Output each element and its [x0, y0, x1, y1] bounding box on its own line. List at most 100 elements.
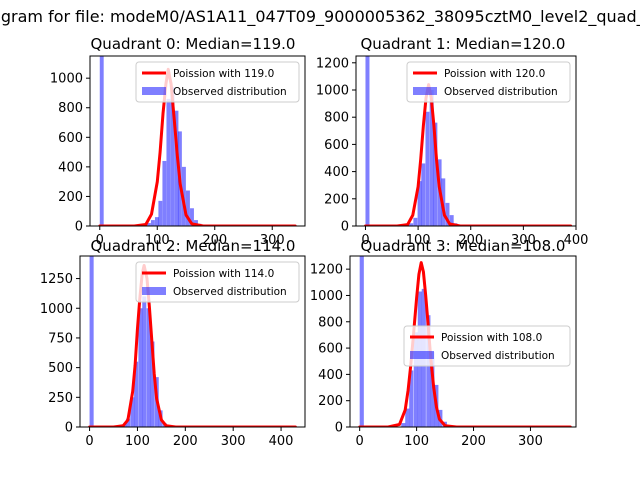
legend-bar-marker: [142, 87, 166, 95]
observed-bar: [190, 208, 194, 226]
observed-bar: [166, 98, 171, 226]
observed-bar: [405, 408, 410, 427]
observed-bar: [421, 163, 426, 226]
x-tick-label: 100: [406, 233, 431, 248]
legend-entry: Poission with 108.0: [441, 332, 542, 344]
x-tick-label: 200: [202, 233, 227, 248]
y-tick-label: 0: [65, 421, 73, 436]
y-tick-label: 1200: [310, 263, 343, 278]
observed-bar: [401, 423, 406, 427]
y-tick-label: 800: [324, 111, 349, 126]
observed-bar: [154, 217, 159, 226]
legend: Poission with 114.0 Observed distribution: [135, 261, 300, 303]
x-tick-label: 100: [125, 434, 150, 449]
legend-entry: Observed distribution: [444, 86, 558, 98]
y-tick-label: 1000: [310, 289, 343, 304]
observed-bar: [429, 90, 434, 226]
observed-bar: [194, 220, 198, 226]
y-tick-label: 1000: [50, 72, 83, 87]
observed-bar: [162, 160, 167, 226]
y-tick-label: 250: [48, 391, 73, 406]
observed-bar: [142, 296, 147, 427]
legend-bar-marker: [410, 351, 434, 359]
y-tick-label: 600: [58, 131, 83, 146]
suptitle-text: Histogram for file: modeM0/AS1A11_047T09…: [0, 7, 640, 26]
subplot-3: 0 100 200 300 0 200 400 600 800 1000 1200 Quadrant …: [310, 237, 577, 449]
observed-bar: [433, 122, 438, 226]
observed-bar: [150, 341, 155, 427]
y-tick-label: 200: [318, 394, 343, 409]
legend-frame: [403, 325, 571, 367]
figure-suptitle: Histogram for file: modeM0/AS1A11_047T09…: [0, 4, 640, 30]
observed-bar: [426, 315, 431, 427]
legend: Poission with 119.0 Observed distribution: [135, 61, 300, 103]
legend-bar-marker: [142, 287, 166, 295]
observed-bar: [449, 215, 454, 226]
legend: Poission with 120.0 Observed distribution: [406, 61, 571, 103]
observed-bar: [158, 200, 163, 226]
y-tick-label: 0: [335, 421, 343, 436]
x-tick-label: 200: [458, 233, 483, 248]
axes-frame: [79, 255, 306, 428]
x-tick-label: 200: [173, 434, 198, 449]
y-tick-label: 500: [48, 361, 73, 376]
subplot-title: Quadrant 1: Median=120.0: [361, 35, 566, 53]
observed-bar: [409, 223, 414, 226]
axes-frame: [349, 255, 577, 428]
x-tick-label: 100: [404, 434, 429, 449]
legend-frame: [135, 61, 300, 103]
y-tick-label: 600: [324, 138, 349, 153]
observed-bar: [430, 352, 435, 427]
y-tick-label: 600: [318, 342, 343, 357]
x-tick-label: 400: [564, 233, 589, 248]
x-tick-label: 300: [260, 233, 285, 248]
legend-entry: Observed distribution: [173, 286, 287, 298]
x-tick-label: 0: [361, 233, 369, 248]
observed-bar: [125, 418, 131, 427]
x-tick-label: 0: [96, 233, 104, 248]
y-tick-label: 400: [58, 160, 83, 175]
y-tick-label: 1000: [316, 84, 349, 99]
x-tick-label: 0: [356, 434, 364, 449]
observed-bar: [425, 111, 430, 226]
legend: Poission with 108.0 Observed distribution: [403, 325, 571, 367]
observed-bar: [365, 56, 370, 226]
subplot-title: Quadrant 2: Median=114.0: [91, 237, 296, 255]
legend-entry: Poission with 120.0: [444, 68, 545, 80]
observed-bar: [130, 397, 135, 427]
subplot-0: 0 100 200 300 0 200 400 600 800 1000 Quadrant 0: M…: [50, 35, 306, 248]
subplot-1: 0 100 200 300 400 0 200 400 600 800 1000 1200 Quadra…: [316, 35, 589, 248]
y-tick-label: 200: [58, 190, 83, 205]
observed-bar: [409, 370, 414, 427]
observed-bar: [359, 256, 364, 427]
observed-bar: [89, 256, 94, 427]
observed-bar: [417, 181, 422, 226]
y-tick-label: 750: [48, 331, 73, 346]
legend-bar-marker: [413, 87, 437, 95]
observed-bar: [146, 223, 151, 226]
legend-entry: Poission with 119.0: [173, 68, 274, 80]
y-tick-label: 800: [318, 315, 343, 330]
axes-frame: [89, 55, 306, 227]
legend-entry: Observed distribution: [441, 350, 555, 362]
observed-bar: [138, 308, 143, 427]
y-tick-label: 800: [58, 101, 83, 116]
observed-bar: [445, 202, 450, 226]
legend-frame: [406, 61, 571, 103]
observed-bar: [150, 220, 155, 226]
subplot-title: Quadrant 0: Median=119.0: [91, 35, 296, 53]
x-tick-label: 400: [269, 434, 294, 449]
x-tick-label: 300: [511, 233, 536, 248]
observed-bar: [99, 56, 104, 226]
subplot-title: Quadrant 3: Median=108.0: [361, 237, 566, 255]
y-tick-label: 1000: [40, 302, 73, 317]
observed-bar: [146, 308, 151, 427]
x-tick-label: 100: [145, 233, 170, 248]
y-tick-label: 0: [75, 220, 83, 235]
legend-entry: Observed distribution: [173, 86, 287, 98]
x-tick-label: 300: [518, 434, 543, 449]
y-tick-label: 1200: [316, 56, 349, 71]
legend-entry: Poission with 114.0: [173, 268, 274, 280]
